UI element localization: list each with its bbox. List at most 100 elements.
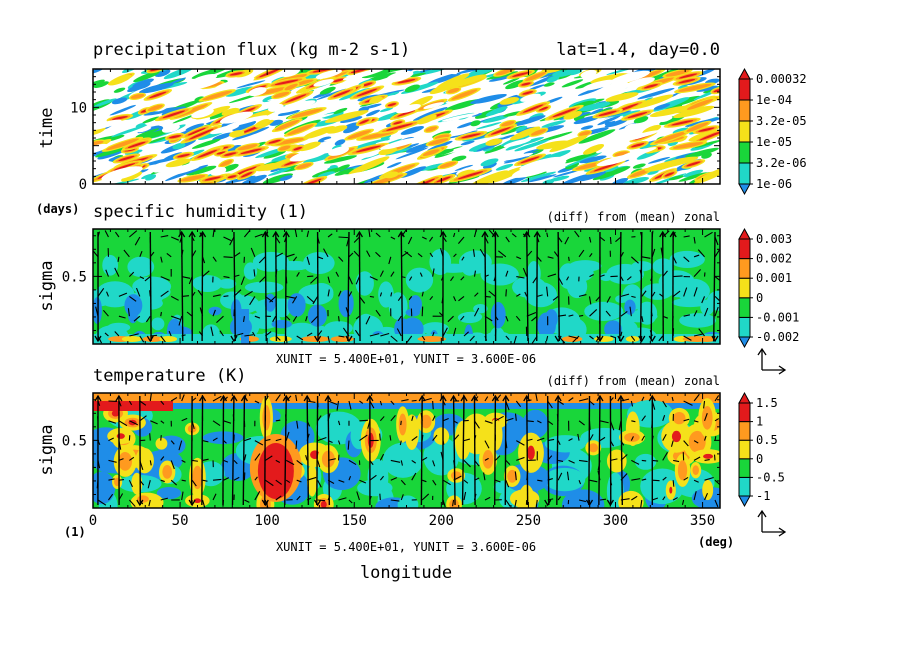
precip-patch (343, 125, 360, 134)
wind-arrow (672, 497, 678, 501)
colorbar-band (738, 458, 751, 478)
wind-arrow (473, 493, 477, 501)
wind-arrow (620, 440, 625, 446)
wind-arrow (254, 440, 264, 446)
precip-streak (417, 114, 437, 125)
temperature-warm-core (192, 465, 203, 490)
wind-arrow (526, 420, 534, 423)
wind-arrow (286, 295, 296, 299)
precip-patch (323, 135, 347, 142)
wind-arrow (275, 459, 281, 463)
wind-arrow (546, 232, 549, 238)
wind-arrow-column (316, 395, 319, 506)
wind-arrow (95, 306, 99, 317)
wind-arrow (473, 435, 477, 441)
precip-patch (653, 103, 671, 110)
wind-arrow (244, 290, 253, 297)
wind-arrow (285, 459, 295, 466)
precip-patch (174, 164, 209, 177)
precip-streak (699, 131, 720, 141)
precip-streak (439, 161, 457, 169)
wind-arrow (144, 276, 151, 282)
wind-arrow (310, 315, 319, 324)
wind-arrow (170, 397, 178, 402)
temperature-cold-patch (397, 495, 419, 508)
colorbar-bottom-tip (738, 336, 751, 349)
wind-arrow-column (526, 395, 529, 506)
wind-arrow (546, 286, 549, 297)
precip-patch (561, 79, 584, 88)
x-tick-label: 250 (516, 513, 541, 529)
humidity-wind-vectors (93, 229, 720, 344)
wind-arrow (400, 420, 402, 426)
wind-arrow (275, 269, 278, 277)
colorbar-label: 0 (756, 291, 763, 305)
temperature-warm-core (701, 406, 713, 430)
wind-arrow (536, 420, 542, 424)
precip-streak (333, 90, 351, 98)
wind-arrow-head (314, 499, 322, 507)
colorbar-band (738, 277, 751, 299)
wind-arrow (630, 436, 634, 441)
location-day-label: lat=1.4, day=0.0 (556, 40, 720, 60)
wind-arrow (369, 460, 374, 466)
precip-gap (274, 100, 316, 114)
wind-arrow-column (461, 395, 465, 506)
precip-gap (226, 115, 268, 127)
wind-arrow (108, 478, 115, 481)
precip-streak (499, 97, 520, 105)
wind-arrow (704, 492, 709, 501)
precip-patch (632, 163, 646, 169)
wind-arrow (212, 478, 222, 481)
precip-streak (240, 148, 262, 155)
wind-arrow (243, 394, 247, 402)
wind-arrow (123, 249, 130, 258)
wind-arrow (327, 289, 330, 297)
wind-arrow (605, 310, 611, 317)
wind-arrow (516, 456, 525, 461)
wind-arrow (199, 232, 204, 238)
wind-arrow (693, 287, 698, 297)
precip-streak (436, 176, 451, 183)
wind-arrow (181, 491, 184, 501)
precip-streak (686, 98, 714, 110)
wind-arrow (348, 459, 357, 466)
wind-arrow (178, 440, 183, 451)
wind-arrow (701, 296, 706, 304)
wind-arrow (212, 420, 221, 427)
precip-streak (501, 121, 515, 127)
time-tick-label: 10 (70, 100, 87, 116)
wind-arrow (609, 420, 615, 431)
wind-arrow (641, 478, 647, 481)
wind-arrow (186, 311, 193, 317)
wind-arrow (327, 335, 331, 343)
wind-arrow (191, 236, 195, 242)
wind-arrow (479, 248, 486, 258)
precipitation-field (93, 69, 720, 184)
wind-arrow (514, 499, 517, 508)
wind-arrow (254, 491, 261, 501)
wind-arrow-head (261, 230, 269, 238)
wind-arrow (160, 335, 166, 343)
wind-arrow (650, 276, 653, 281)
wind-arrow (639, 269, 643, 277)
colorbar-label: 0.001 (756, 271, 792, 285)
precip-patch (400, 126, 425, 135)
wind-arrow (118, 478, 125, 481)
humidity-sigma-label: sigma (37, 260, 57, 311)
wind-arrow (145, 315, 151, 323)
wind-arrow (337, 420, 341, 426)
wind-arrow (450, 276, 455, 282)
wind-arrow (375, 309, 381, 317)
wind-arrow (714, 479, 720, 486)
precip-streak (221, 107, 240, 116)
wind-arrow (641, 316, 644, 323)
wind-arrow-head (199, 230, 207, 238)
wind-arrow (400, 479, 406, 486)
precip-gap (328, 146, 349, 156)
colorbar-band (738, 141, 751, 164)
wind-arrow (662, 496, 666, 501)
humidity-patch (436, 263, 471, 273)
precip-patch (480, 158, 499, 167)
wind-arrow (285, 335, 288, 344)
